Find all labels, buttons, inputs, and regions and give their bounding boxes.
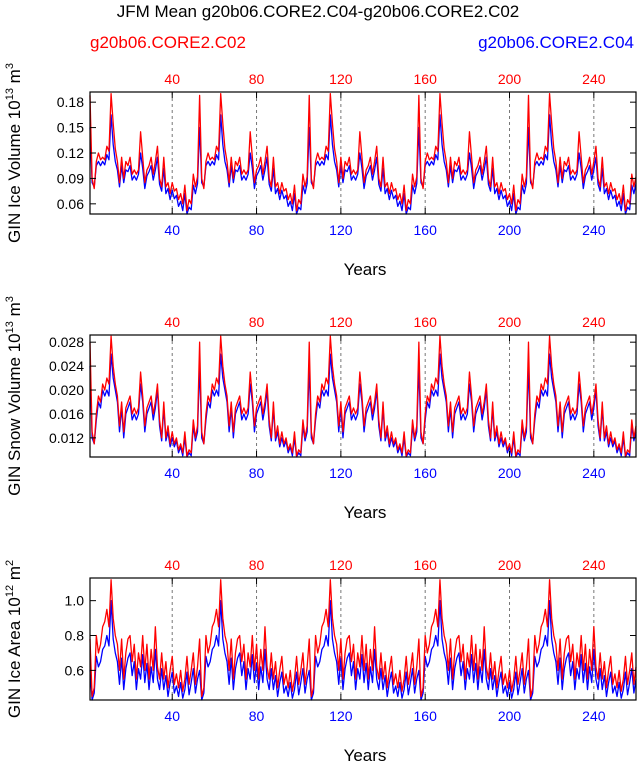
chart-2-frame <box>89 334 637 458</box>
chart-3-ytick-label: 1.0 <box>65 593 85 609</box>
chart-1-xtick-label-bottom: 200 <box>498 222 522 238</box>
chart-1-ytick-label: 0.12 <box>57 145 84 161</box>
chart-3-xlabel: Years <box>344 746 387 762</box>
legend-red: g20b06.CORE2.C02 <box>90 33 246 52</box>
chart-2-xtick-label-bottom: 120 <box>329 465 353 481</box>
chart-2-series-red <box>89 335 637 457</box>
chart-1-xtick-label-top: 120 <box>329 71 353 87</box>
chart-1-ylabel-part-3: 3 <box>4 63 16 69</box>
chart-3-ytick-label: 0.8 <box>65 628 85 644</box>
chart-1-ylabel-part-2: m <box>5 69 24 88</box>
chart-3-ylabel: GIN Ice Area 1012 m2 <box>4 560 24 718</box>
chart-3-xtick-label-bottom: 80 <box>249 708 265 724</box>
chart-2-xtick-label-top: 200 <box>498 314 522 330</box>
chart-3-xtick-label-bottom: 40 <box>164 708 180 724</box>
chart-1-series-blue <box>89 114 637 215</box>
chart-3-ytick-label: 0.6 <box>65 662 85 678</box>
figure-title: JFM Mean g20b06.CORE2.C04-g20b06.CORE2.C… <box>117 2 520 21</box>
chart-3-xtick-label-top: 240 <box>582 557 606 573</box>
chart-1-ytick-label: 0.15 <box>57 120 84 136</box>
chart-1-ylabel-part-1: 13 <box>4 88 16 100</box>
chart-3-xtick-label-top: 200 <box>498 557 522 573</box>
chart-1-ytick-label: 0.18 <box>57 94 84 110</box>
chart-1-series-red <box>89 93 637 212</box>
chart-3-xtick-label-bottom: 160 <box>414 708 438 724</box>
chart-3-xtick-label-bottom: 240 <box>582 708 606 724</box>
chart-2-ytick-label: 0.028 <box>49 334 84 350</box>
chart-2-ytick-label: 0.024 <box>49 358 84 374</box>
chart-1-xtick-label-top: 200 <box>498 71 522 87</box>
chart-2-xtick-label-bottom: 200 <box>498 465 522 481</box>
chart-2-xtick-label-top: 80 <box>249 314 265 330</box>
chart-2-xtick-label-bottom: 160 <box>414 465 438 481</box>
chart-3-frame <box>89 577 637 701</box>
chart-3-series-red <box>89 579 637 698</box>
chart-1-ylabel-part-0: GIN Ice Volume 10 <box>5 100 24 243</box>
chart-2-xlabel: Years <box>344 503 387 522</box>
chart-3-xtick-label-bottom: 120 <box>329 708 353 724</box>
chart-2-xtick-label-bottom: 80 <box>249 465 265 481</box>
chart-2-ylabel: GIN Snow Volume 1013 m3 <box>4 296 24 496</box>
chart-2-ylabel-part-1: 13 <box>4 321 16 333</box>
chart-1-xtick-label-top: 80 <box>249 71 265 87</box>
chart-3-xtick-label-top: 160 <box>414 557 438 573</box>
chart-1-xtick-label-bottom: 40 <box>164 222 180 238</box>
chart-1-xlabel: Years <box>344 260 387 279</box>
chart-1-xtick-label-top: 240 <box>582 71 606 87</box>
chart-1-xtick-label-bottom: 80 <box>249 222 265 238</box>
chart-3-ylabel-part-0: GIN Ice Area 10 <box>5 597 24 718</box>
chart-2-ytick-label: 0.016 <box>49 406 84 422</box>
chart-2-xtick-label-bottom: 240 <box>582 465 606 481</box>
chart-2-ytick-label: 0.012 <box>49 430 84 446</box>
chart-3-xtick-label-top: 120 <box>329 557 353 573</box>
chart-3-ylabel-part-3: 2 <box>4 560 16 566</box>
chart-2-ytick-label: 0.020 <box>49 382 84 398</box>
legend-blue: g20b06.CORE2.C04 <box>478 33 634 52</box>
chart-2-xtick-label-top: 160 <box>414 314 438 330</box>
chart-2-xtick-label-top: 240 <box>582 314 606 330</box>
chart-3-ylabel-part-2: m <box>5 566 24 585</box>
chart-1-xtick-label-top: 40 <box>164 71 180 87</box>
chart-1-xtick-label-bottom: 120 <box>329 222 353 238</box>
chart-2-xtick-label-bottom: 40 <box>164 465 180 481</box>
chart-1-ytick-label: 0.06 <box>57 196 84 212</box>
chart-2-ylabel-part-3: 3 <box>4 296 16 302</box>
chart-2-xtick-label-top: 120 <box>329 314 353 330</box>
chart-3-xtick-label-top: 80 <box>249 557 265 573</box>
chart-1-xtick-label-bottom: 160 <box>414 222 438 238</box>
chart-3-xtick-label-bottom: 200 <box>498 708 522 724</box>
chart-1-ytick-label: 0.09 <box>57 170 84 186</box>
chart-3-series-blue <box>89 600 637 701</box>
chart-2-ylabel-part-2: m <box>5 302 24 321</box>
chart-1-ylabel: GIN Ice Volume 1013 m3 <box>4 63 24 243</box>
chart-3-ylabel-part-1: 12 <box>4 585 16 597</box>
chart-1-xtick-label-top: 160 <box>414 71 438 87</box>
chart-2-ylabel-part-0: GIN Snow Volume 10 <box>5 333 24 496</box>
chart-1-xtick-label-bottom: 240 <box>582 222 606 238</box>
chart-2-xtick-label-top: 40 <box>164 314 180 330</box>
chart-3-xtick-label-top: 40 <box>164 557 180 573</box>
